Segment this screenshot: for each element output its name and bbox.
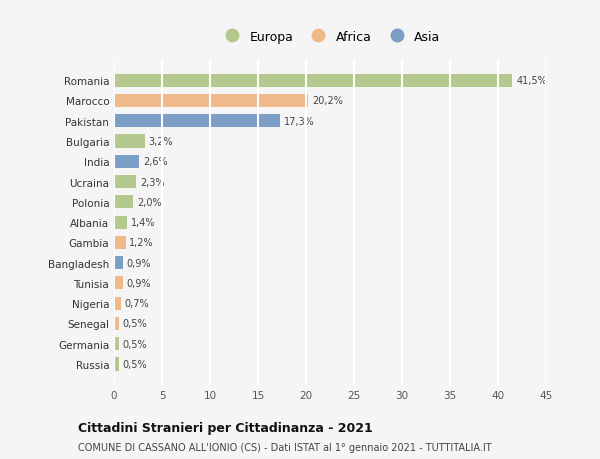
Bar [114, 156, 139, 168]
Bar [114, 216, 127, 229]
Bar [114, 196, 133, 209]
Text: 1,4%: 1,4% [131, 218, 156, 228]
Text: 0,5%: 0,5% [122, 359, 147, 369]
Text: 20,2%: 20,2% [312, 96, 343, 106]
Bar [114, 74, 512, 88]
Bar [114, 297, 121, 310]
Text: 0,7%: 0,7% [125, 298, 149, 308]
Bar [114, 115, 280, 128]
Text: 0,9%: 0,9% [127, 278, 151, 288]
Bar [114, 176, 136, 189]
Bar [114, 257, 122, 269]
Text: COMUNE DI CASSANO ALL'IONIO (CS) - Dati ISTAT al 1° gennaio 2021 - TUTTITALIA.IT: COMUNE DI CASSANO ALL'IONIO (CS) - Dati … [78, 442, 491, 452]
Text: 41,5%: 41,5% [516, 76, 547, 86]
Text: 2,0%: 2,0% [137, 197, 161, 207]
Text: 0,9%: 0,9% [127, 258, 151, 268]
Bar [114, 277, 122, 290]
Bar [114, 135, 145, 148]
Text: 2,3%: 2,3% [140, 177, 164, 187]
Text: 2,6%: 2,6% [143, 157, 167, 167]
Bar [114, 236, 125, 249]
Bar [114, 358, 119, 371]
Bar [114, 317, 119, 330]
Text: 17,3%: 17,3% [284, 117, 314, 127]
Text: 0,5%: 0,5% [122, 319, 147, 329]
Text: 1,2%: 1,2% [130, 238, 154, 248]
Bar [114, 95, 308, 108]
Text: Cittadini Stranieri per Cittadinanza - 2021: Cittadini Stranieri per Cittadinanza - 2… [78, 421, 373, 434]
Text: 3,2%: 3,2% [149, 137, 173, 147]
Bar [114, 337, 119, 351]
Text: 0,5%: 0,5% [122, 339, 147, 349]
Legend: Europa, Africa, Asia: Europa, Africa, Asia [216, 27, 444, 47]
